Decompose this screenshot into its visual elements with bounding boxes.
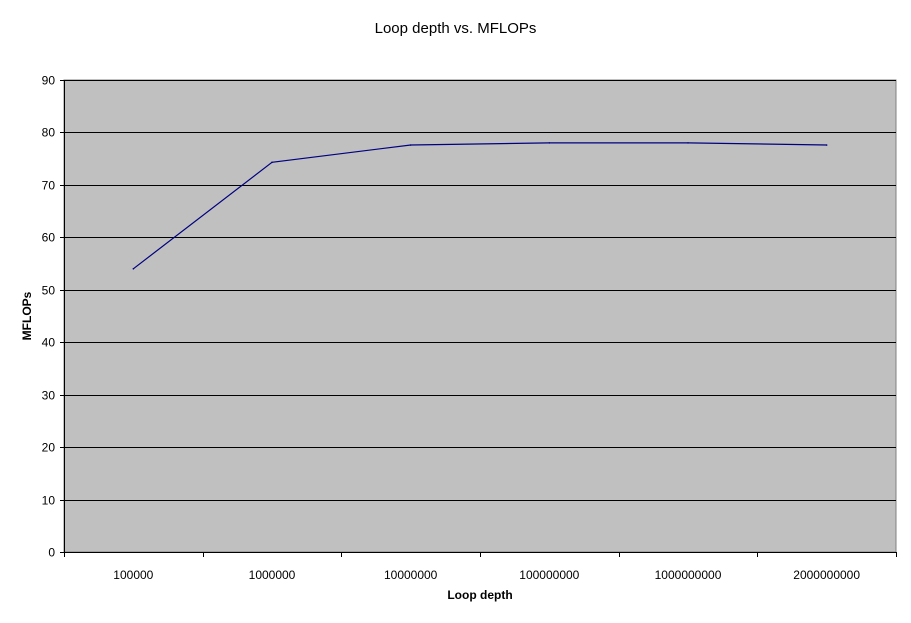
data-point <box>687 142 689 144</box>
y-tick-label: 90 <box>42 74 56 88</box>
x-tick-label: 100000 <box>113 568 153 582</box>
data-point <box>132 268 135 270</box>
y-tick-label: 60 <box>42 231 56 245</box>
y-tick-label: 10 <box>42 494 56 508</box>
y-tick-label: 30 <box>42 389 56 403</box>
x-tick-label: 100000000 <box>519 568 579 582</box>
data-point <box>548 142 551 144</box>
series-layer <box>132 142 828 270</box>
x-axis-label: Loop depth <box>447 588 513 602</box>
y-tick-label: 40 <box>42 336 56 350</box>
axes: 0 10 20 30 40 50 60 70 80 90 100000 1000000 10000000… <box>42 74 897 582</box>
data-point <box>825 144 828 146</box>
x-tick-label: 10000000 <box>384 568 438 582</box>
data-point <box>409 144 412 146</box>
x-tick-label: 1000000 <box>249 568 296 582</box>
y-tick-label: 80 <box>42 126 56 140</box>
x-tick-label: 2000000000 <box>793 568 860 582</box>
plot-area <box>63 79 897 553</box>
y-tick-label: 0 <box>48 546 55 560</box>
y-tick-label: 70 <box>42 179 56 193</box>
y-tick-label: 20 <box>42 441 56 455</box>
series-line <box>132 142 827 270</box>
gridlines <box>64 80 896 501</box>
y-tick-label: 50 <box>42 284 56 298</box>
x-tick-label: 1000000000 <box>655 568 722 582</box>
chart-title: Loop depth vs. MFLOPs <box>374 20 537 37</box>
data-point <box>271 161 273 164</box>
